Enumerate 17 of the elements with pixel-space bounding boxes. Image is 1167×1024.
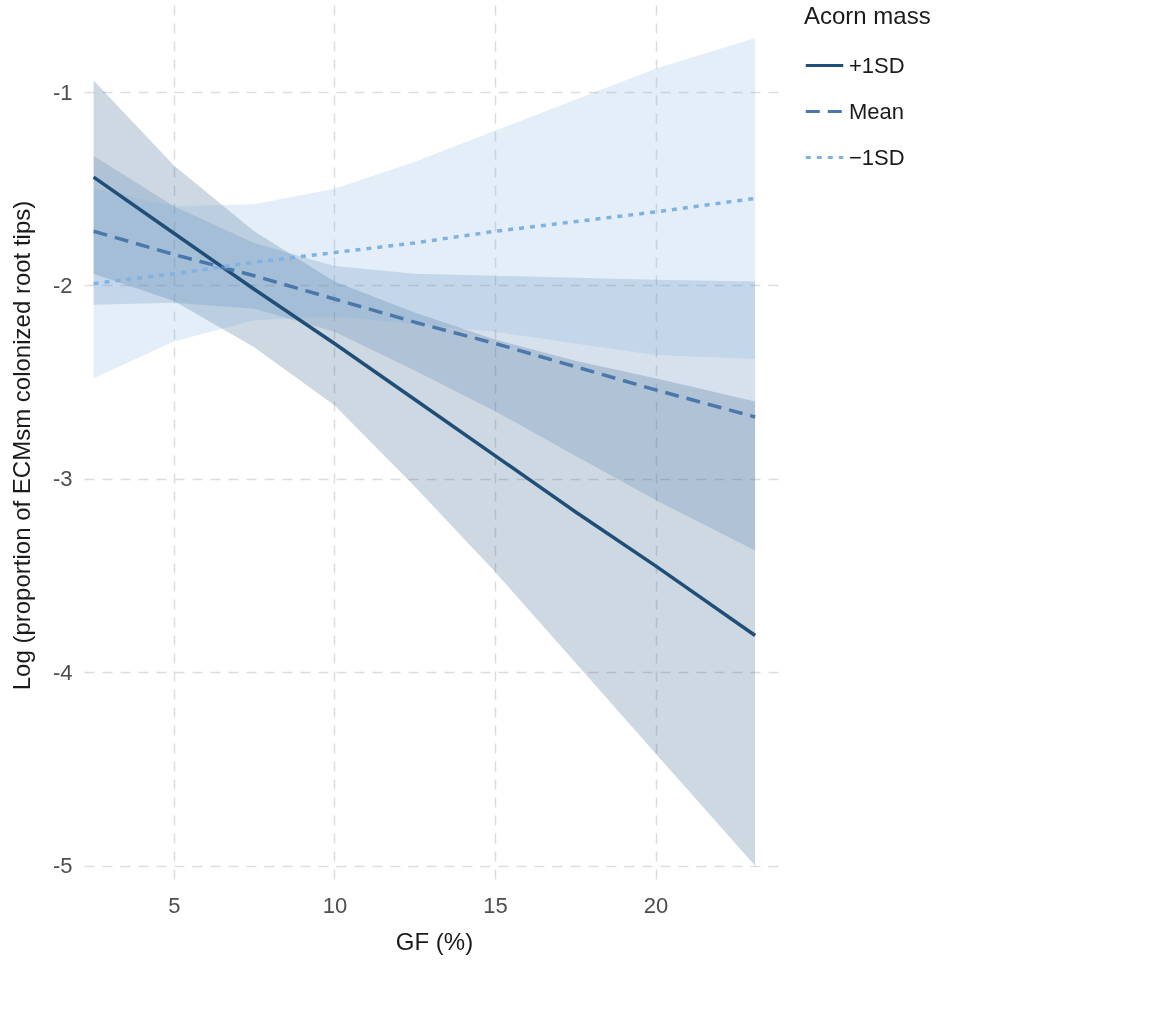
x-tick-label: 15	[483, 892, 508, 918]
y-axis-title: Log (proportion of ECMsm colonized root tips)	[7, 200, 35, 691]
x-tick-label: 5	[168, 892, 181, 918]
x-axis-title: GF (%)	[395, 927, 474, 955]
line-series	[91, 229, 757, 419]
y-tick-label: -3	[52, 466, 73, 492]
x-tick-label: 10	[322, 892, 348, 918]
legend-title: Acorn mass	[804, 2, 931, 29]
y-tick-label: -1	[52, 79, 73, 105]
y-tick-label: -2	[52, 272, 73, 298]
legend-label: Mean	[849, 98, 905, 124]
x-tick-label: 20	[643, 892, 669, 918]
y-tick-label: -5	[52, 853, 73, 879]
legend-label: −1SD	[849, 144, 905, 170]
y-tick-label: -4	[52, 659, 73, 685]
legend-label: +1SD	[849, 52, 905, 78]
line-series	[91, 175, 757, 638]
